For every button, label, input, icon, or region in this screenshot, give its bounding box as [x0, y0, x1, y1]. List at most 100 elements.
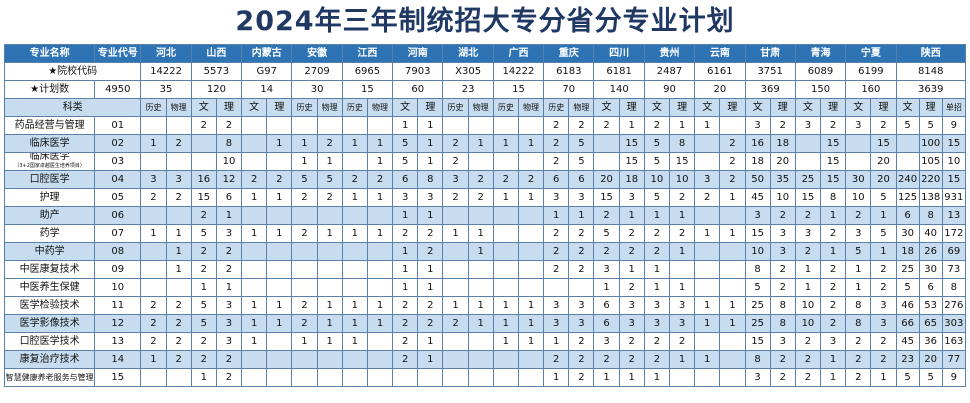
plan-cell: 1 — [618, 368, 645, 387]
plan-cell: 1 — [215, 278, 243, 297]
plan-cell: 1 — [845, 278, 872, 297]
plan-cell — [517, 350, 545, 369]
plan-cell: 3 — [215, 332, 243, 351]
plan-cell: 6 — [543, 170, 570, 189]
school-code-value: 6965 — [341, 62, 394, 81]
plan-cell: 53 — [918, 296, 943, 315]
plan-cell — [366, 368, 394, 387]
plan-cell: 8 — [769, 314, 796, 333]
province-header: 河南 — [392, 44, 444, 63]
major-code-header: 专业代号 — [94, 44, 142, 63]
plan-cell: 77 — [941, 350, 967, 369]
major-code: 04 — [94, 170, 142, 189]
plan-cell: 2 — [165, 134, 192, 153]
major-code: 07 — [94, 224, 142, 243]
plan-cell — [467, 278, 494, 297]
province-header: 江西 — [341, 44, 394, 63]
plan-cell — [719, 116, 746, 135]
subject-row: 科类 历史 物理文理文理历史 物理 历史 物理文理历史 物理 历史 物理 历史 物理文理文理文理文理… — [3, 98, 967, 117]
plan-cell: 1 — [492, 314, 519, 333]
plan-cell — [266, 242, 293, 261]
plan-cell: 6 — [593, 314, 620, 333]
plan-cell: 1 — [593, 278, 620, 297]
plan-cell: 3 — [618, 314, 645, 333]
plan-cell: 3 — [543, 296, 570, 315]
plan-cell: 8 — [845, 296, 872, 315]
plan-cell: 1 — [417, 134, 444, 153]
plan-cell: 18 — [769, 134, 796, 153]
plan-cell: 18 — [895, 242, 920, 261]
plan-cell: 2 — [392, 314, 419, 333]
plan-cell — [517, 278, 545, 297]
plan-cell: 1 — [341, 296, 368, 315]
plan-cell: 2 — [769, 278, 796, 297]
plan-cell: 45 — [744, 188, 771, 207]
plan-cell — [719, 278, 746, 297]
plan-cell: 1 — [241, 332, 268, 351]
plan-cell: 3 — [643, 314, 670, 333]
plan-cell: 2 — [668, 224, 696, 243]
plan-cell: 2 — [870, 278, 897, 297]
plan-cell: 2 — [190, 350, 217, 369]
plan-cell — [517, 116, 545, 135]
plan-cell: 3 — [165, 170, 192, 189]
plan-cell: 1 — [366, 296, 394, 315]
school-code-label: ★院校代码 — [3, 62, 142, 81]
plan-cell: 3 — [543, 314, 570, 333]
plan-cell: 5 — [593, 224, 620, 243]
plan-cell: 1 — [492, 134, 519, 153]
major-name: 临床医学 （3+2国家卓越医生培养项目） — [3, 152, 96, 171]
plan-cell: 1 — [517, 296, 545, 315]
plan-cell — [517, 206, 545, 225]
plan-cell: 1 — [543, 368, 570, 387]
major-row: 口腔医学技术 13 2 2 2 3 1 1 1 1 2 1 1 1 1 2 3 2 2 2 15 3 2 3 2 2 45 36 163 — [3, 332, 967, 351]
subject-cell: 文 — [794, 98, 822, 117]
plan-cell: 5 — [918, 116, 943, 135]
major-code: 05 — [94, 188, 142, 207]
plan-cell — [442, 278, 469, 297]
page-title: 2024年三年制统招大专分省分专业计划 — [235, 6, 735, 37]
plan-cell — [266, 116, 293, 135]
plan-cell: 3 — [845, 116, 872, 135]
plan-cell: 5 — [643, 152, 670, 171]
plan-cell: 2 — [820, 314, 847, 333]
plan-cell: 25 — [794, 170, 822, 189]
plan-cell: 2 — [769, 260, 796, 279]
plan-cell: 2 — [845, 350, 872, 369]
major-row: 临床医学 02 1 2 8 1 1 2 1 1 5 1 2 1 1 1 2 5 15 5 8 2 16 18 15 15 100 15 — [3, 134, 967, 153]
major-name: 药学 — [3, 224, 96, 243]
major-row: 中药学 08 1 2 2 1 2 1 2 2 2 2 2 1 10 3 2 1 5 1 18 26 69 — [3, 242, 967, 261]
plan-cell: 3 — [593, 260, 620, 279]
subject-cell: 物理 — [467, 98, 494, 117]
plan-cell: 2 — [140, 296, 167, 315]
major-name: 智慧健康养老服务与管理 — [3, 368, 96, 387]
subject-cell: 物理 — [366, 98, 394, 117]
plan-cell: 2 — [794, 206, 822, 225]
plan-cell — [341, 368, 368, 387]
plan-cell: 2 — [316, 134, 343, 153]
plan-cell: 1 — [467, 224, 494, 243]
plan-cell: 20 — [870, 170, 897, 189]
plan-cell: 2 — [190, 260, 217, 279]
plan-cell: 15 — [190, 188, 217, 207]
plan-cell: 2 — [593, 242, 620, 261]
plan-cell — [895, 152, 920, 171]
plan-cell — [845, 152, 872, 171]
subject-cell: 历史 — [341, 98, 368, 117]
plan-cell: 2 — [668, 188, 696, 207]
major-name-text: 智慧健康养老服务与管理 — [5, 372, 94, 382]
plan-cell — [492, 260, 519, 279]
plan-cell: 2 — [417, 242, 444, 261]
plan-cell: 6 — [215, 188, 243, 207]
major-row: 医学影像技术 12 2 2 5 3 1 1 2 1 1 1 2 2 2 1 1 1 3 3 6 3 3 3 1 1 25 8 10 2 8 3… — [3, 314, 967, 333]
plan-cell: 1 — [643, 278, 670, 297]
plan-cell: 303 — [941, 314, 967, 333]
plan-cell: 2 — [215, 242, 243, 261]
plan-cell — [442, 116, 469, 135]
province-header: 安徽 — [291, 44, 343, 63]
plan-cell — [467, 116, 494, 135]
plan-cell: 1 — [417, 116, 444, 135]
plan-cell: 3 — [417, 188, 444, 207]
plan-cell: 15 — [618, 134, 645, 153]
major-row: 药学 07 1 1 5 3 1 1 2 1 1 1 2 2 1 1 2 2 5 2 2 2 1 1 15 3 3 2 3 5 30 40 172 — [3, 224, 967, 243]
